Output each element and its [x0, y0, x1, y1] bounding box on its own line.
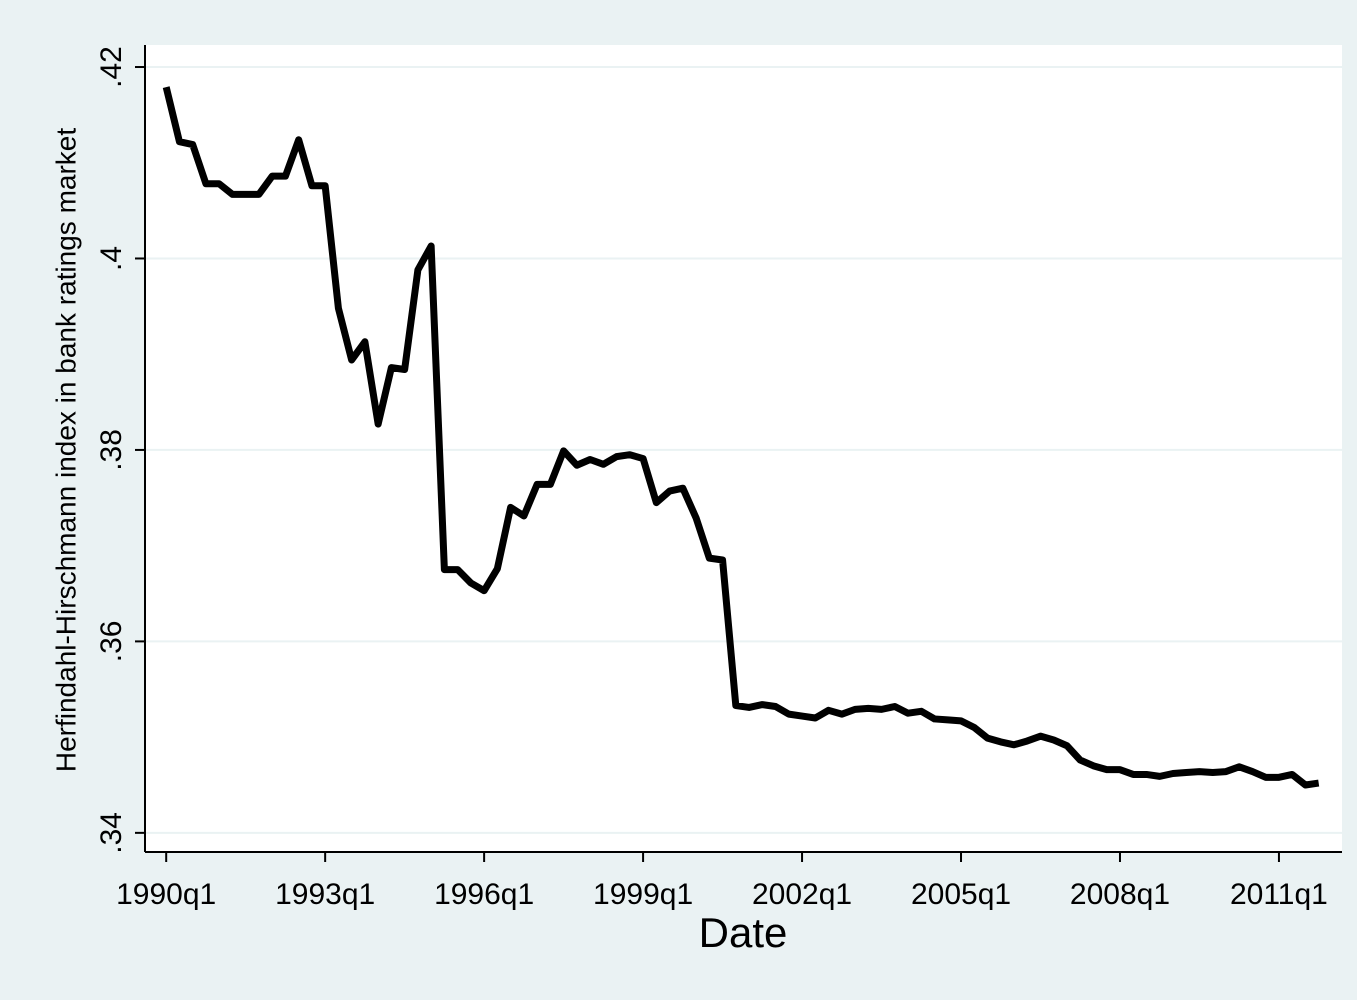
- x-tick-label: 1996q1: [434, 878, 534, 911]
- x-tick-label: 2008q1: [1070, 878, 1170, 911]
- y-tick-label: .42: [95, 46, 128, 88]
- y-axis-title: Herfindahl-Hirschmann index in bank rati…: [50, 128, 81, 773]
- x-axis-title: Date: [699, 909, 788, 956]
- data-line: [162, 86, 1320, 789]
- y-tick-label: .36: [95, 621, 128, 663]
- x-tick-label: 2011q1: [1230, 878, 1328, 911]
- x-tick-label: 2005q1: [911, 878, 1011, 911]
- x-tick-label: 1990q1: [116, 878, 216, 911]
- y-tick-label: .4: [95, 246, 128, 271]
- x-tick-label: 1999q1: [593, 878, 693, 911]
- x-tick-label: 1993q1: [275, 878, 375, 911]
- y-tick-label: .34: [95, 812, 128, 854]
- x-tick-label: 2002q1: [752, 878, 852, 911]
- y-tick-label: .38: [95, 429, 128, 471]
- plot-area: [145, 45, 1342, 852]
